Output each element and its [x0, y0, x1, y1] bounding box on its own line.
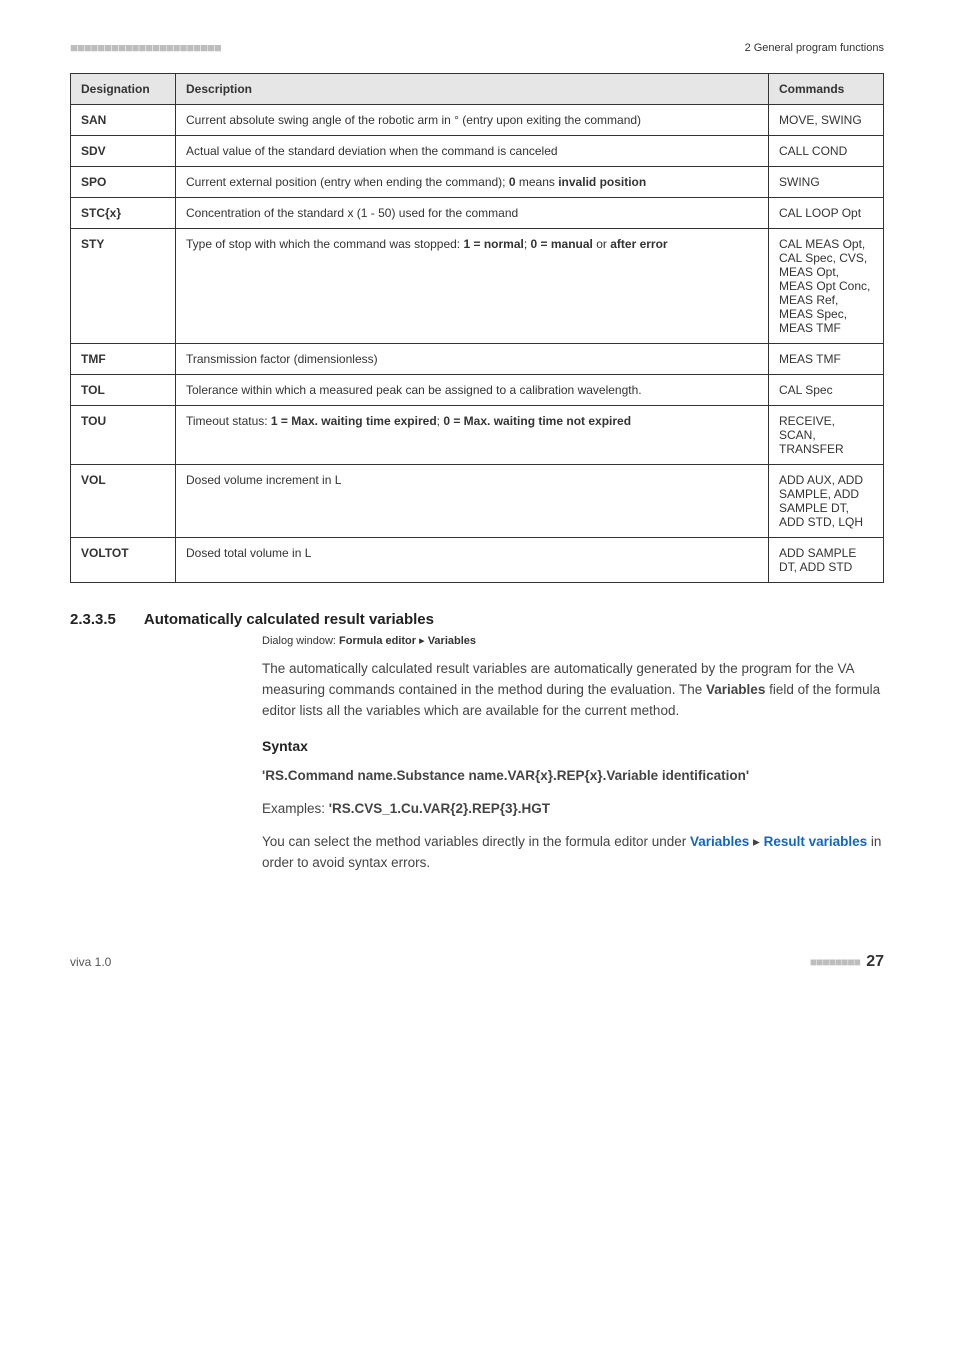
section-paragraph-2: You can select the method variables dire… — [262, 832, 884, 874]
cell-commands: SWING — [769, 167, 884, 198]
cell-designation: VOLTOT — [71, 538, 176, 583]
footer-right: ■■■■■■■■ 27 — [810, 953, 884, 971]
cell-commands: MOVE, SWING — [769, 105, 884, 136]
cell-designation: TOU — [71, 406, 176, 465]
cell-description: Type of stop with which the command was … — [176, 229, 769, 344]
cell-designation: TMF — [71, 344, 176, 375]
cell-designation: SPO — [71, 167, 176, 198]
table-row: VOLTOTDosed total volume in LADD SAMPLE … — [71, 538, 884, 583]
cell-commands: CAL LOOP Opt — [769, 198, 884, 229]
examples-line: Examples: 'RS.CVS_1.Cu.VAR{2}.REP{3}.HGT — [262, 799, 884, 820]
cell-description: Concentration of the standard x (1 - 50)… — [176, 198, 769, 229]
table-row: VOLDosed volume increment in LADD AUX, A… — [71, 465, 884, 538]
cell-commands: ADD SAMPLE DT, ADD STD — [769, 538, 884, 583]
table-row: TMFTransmission factor (dimensionless)ME… — [71, 344, 884, 375]
table-row: SPOCurrent external position (entry when… — [71, 167, 884, 198]
dialog-window-line: Dialog window: Formula editor ▸ Variable… — [262, 634, 884, 647]
section-title: Automatically calculated result variable… — [144, 611, 434, 628]
cell-description: Dosed volume increment in L — [176, 465, 769, 538]
table-row: STYType of stop with which the command w… — [71, 229, 884, 344]
cell-commands: CAL MEAS Opt, CAL Spec, CVS, MEAS Opt, M… — [769, 229, 884, 344]
cell-commands: CAL Spec — [769, 375, 884, 406]
syntax-heading: Syntax — [262, 738, 884, 754]
cell-commands: RECEIVE, SCAN, TRANSFER — [769, 406, 884, 465]
col-header-designation: Designation — [71, 74, 176, 105]
cell-designation: VOL — [71, 465, 176, 538]
cell-designation: SAN — [71, 105, 176, 136]
table-row: TOLTolerance within which a measured pea… — [71, 375, 884, 406]
cell-designation: TOL — [71, 375, 176, 406]
cell-designation: STC{x} — [71, 198, 176, 229]
cell-description: Transmission factor (dimensionless) — [176, 344, 769, 375]
cell-designation: STY — [71, 229, 176, 344]
header-section-label: 2 General program functions — [745, 42, 884, 54]
cell-commands: ADD AUX, ADD SAMPLE, ADD SAMPLE DT, ADD … — [769, 465, 884, 538]
table-row: STC{x}Concentration of the standard x (1… — [71, 198, 884, 229]
cell-description: Current external position (entry when en… — [176, 167, 769, 198]
cell-description: Timeout status: 1 = Max. waiting time ex… — [176, 406, 769, 465]
section-number: 2.3.3.5 — [70, 611, 116, 628]
cell-description: Dosed total volume in L — [176, 538, 769, 583]
table-row: TOUTimeout status: 1 = Max. waiting time… — [71, 406, 884, 465]
table-row: SANCurrent absolute swing angle of the r… — [71, 105, 884, 136]
cell-description: Current absolute swing angle of the robo… — [176, 105, 769, 136]
cell-description: Actual value of the standard deviation w… — [176, 136, 769, 167]
col-header-commands: Commands — [769, 74, 884, 105]
cell-description: Tolerance within which a measured peak c… — [176, 375, 769, 406]
cell-commands: MEAS TMF — [769, 344, 884, 375]
variables-table: Designation Description Commands SANCurr… — [70, 73, 884, 583]
cell-designation: SDV — [71, 136, 176, 167]
col-header-description: Description — [176, 74, 769, 105]
syntax-line: 'RS.Command name.Substance name.VAR{x}.R… — [262, 766, 884, 787]
header-dashes: ■■■■■■■■■■■■■■■■■■■■■■ — [70, 40, 221, 55]
cell-commands: CALL COND — [769, 136, 884, 167]
table-row: SDVActual value of the standard deviatio… — [71, 136, 884, 167]
footer-left: viva 1.0 — [70, 955, 111, 969]
section-paragraph-1: The automatically calculated result vari… — [262, 659, 884, 722]
